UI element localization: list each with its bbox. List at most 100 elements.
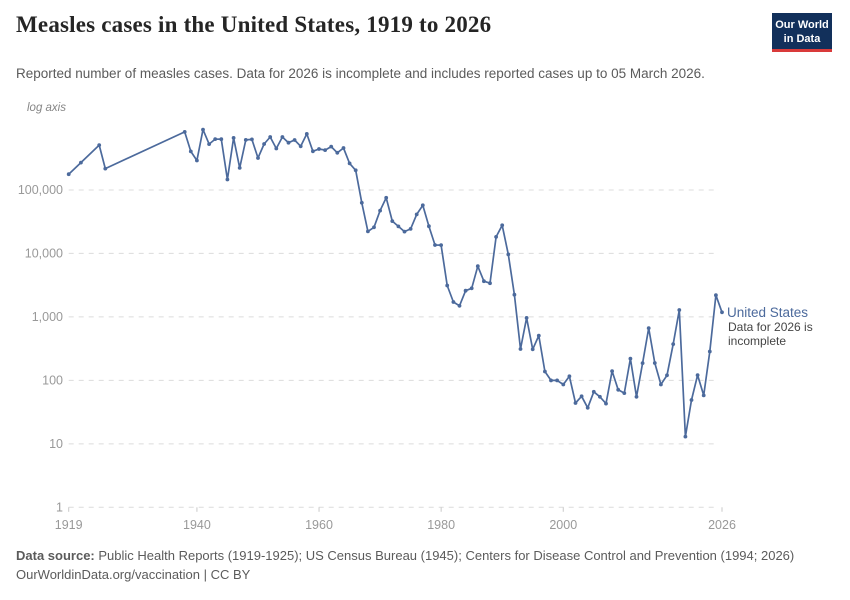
- series-entity-label[interactable]: United States: [727, 305, 809, 320]
- data-point[interactable]: [610, 369, 614, 373]
- data-point[interactable]: [97, 143, 102, 148]
- data-point[interactable]: [366, 229, 370, 234]
- data-point[interactable]: [445, 283, 450, 288]
- data-point[interactable]: [66, 172, 71, 177]
- data-point[interactable]: [292, 138, 297, 142]
- license-line[interactable]: OurWorldinData.org/vaccination | CC BY: [16, 567, 251, 582]
- data-point[interactable]: [585, 405, 590, 410]
- data-point[interactable]: [512, 292, 517, 297]
- data-point[interactable]: [604, 401, 608, 406]
- data-point[interactable]: [182, 130, 187, 134]
- data-point[interactable]: [652, 361, 657, 365]
- owid-logo[interactable]: Our World in Data: [772, 13, 832, 52]
- data-point[interactable]: [646, 326, 651, 330]
- data-point[interactable]: [237, 166, 242, 170]
- data-point[interactable]: [579, 394, 584, 399]
- data-point[interactable]: [195, 158, 199, 163]
- data-point[interactable]: [353, 168, 358, 173]
- data-point[interactable]: [482, 279, 486, 284]
- data-point[interactable]: [231, 136, 236, 140]
- data-point[interactable]: [359, 200, 364, 205]
- data-point[interactable]: [524, 316, 529, 320]
- data-point[interactable]: [280, 135, 285, 139]
- data-point[interactable]: [298, 144, 303, 149]
- data-point[interactable]: [268, 135, 273, 139]
- data-point[interactable]: [689, 398, 694, 402]
- data-point[interactable]: [707, 349, 712, 354]
- data-point[interactable]: [475, 264, 480, 269]
- data-point[interactable]: [622, 391, 627, 395]
- data-point[interactable]: [250, 137, 254, 142]
- data-point[interactable]: [714, 293, 718, 298]
- data-point[interactable]: [628, 356, 633, 361]
- data-point[interactable]: [561, 382, 566, 387]
- data-point[interactable]: [335, 150, 340, 155]
- data-point[interactable]: [414, 212, 419, 217]
- data-point[interactable]: [243, 138, 248, 142]
- data-point[interactable]: [506, 252, 511, 257]
- data-point[interactable]: [188, 149, 193, 154]
- data-point[interactable]: [341, 146, 346, 150]
- data-point[interactable]: [659, 382, 663, 387]
- data-point[interactable]: [536, 333, 541, 338]
- data-point[interactable]: [591, 389, 596, 394]
- data-point[interactable]: [598, 394, 602, 399]
- data-point[interactable]: [402, 229, 407, 234]
- us-series-line[interactable]: [67, 128, 723, 438]
- data-point[interactable]: [219, 137, 224, 142]
- data-point[interactable]: [665, 373, 669, 378]
- data-point[interactable]: [518, 347, 523, 351]
- data-point[interactable]: [671, 342, 676, 346]
- data-point[interactable]: [311, 149, 315, 154]
- data-point[interactable]: [378, 208, 382, 213]
- data-point[interactable]: [427, 224, 431, 229]
- data-point[interactable]: [457, 303, 462, 308]
- data-point[interactable]: [616, 387, 621, 392]
- data-point[interactable]: [439, 243, 443, 248]
- data-point[interactable]: [274, 146, 279, 151]
- data-point[interactable]: [408, 227, 413, 231]
- data-point[interactable]: [463, 288, 468, 293]
- data-point[interactable]: [433, 243, 437, 247]
- x-tick-label: 1980: [427, 518, 455, 532]
- data-point[interactable]: [372, 225, 376, 230]
- data-point[interactable]: [488, 281, 492, 286]
- data-point[interactable]: [451, 300, 456, 304]
- data-point[interactable]: [640, 361, 645, 365]
- data-point[interactable]: [420, 203, 425, 208]
- data-point[interactable]: [549, 378, 553, 383]
- data-point[interactable]: [555, 378, 559, 383]
- data-point[interactable]: [347, 161, 352, 166]
- data-point[interactable]: [201, 127, 205, 132]
- data-point[interactable]: [720, 310, 724, 315]
- data-point[interactable]: [262, 142, 266, 146]
- data-point[interactable]: [695, 373, 700, 377]
- data-point[interactable]: [103, 166, 108, 171]
- data-point[interactable]: [286, 140, 291, 145]
- data-point[interactable]: [304, 132, 309, 136]
- data-point[interactable]: [543, 369, 547, 374]
- data-point[interactable]: [213, 137, 218, 142]
- data-point[interactable]: [677, 308, 682, 312]
- data-point[interactable]: [573, 401, 578, 405]
- data-point[interactable]: [323, 148, 327, 153]
- data-point[interactable]: [384, 195, 389, 200]
- data-point[interactable]: [530, 347, 535, 352]
- data-point[interactable]: [256, 156, 260, 160]
- data-point[interactable]: [329, 144, 334, 149]
- data-point[interactable]: [494, 235, 498, 239]
- data-point[interactable]: [701, 393, 706, 398]
- data-point[interactable]: [225, 177, 230, 182]
- data-point[interactable]: [500, 223, 505, 228]
- data-point[interactable]: [469, 286, 474, 291]
- data-point[interactable]: [317, 147, 321, 151]
- data-point[interactable]: [634, 394, 639, 399]
- y-tick-label: 1,000: [32, 310, 63, 324]
- data-point[interactable]: [390, 219, 395, 224]
- data-point[interactable]: [79, 160, 83, 165]
- data-point[interactable]: [207, 142, 212, 147]
- data-point[interactable]: [683, 434, 688, 439]
- data-point[interactable]: [567, 374, 572, 379]
- data-point[interactable]: [396, 224, 401, 229]
